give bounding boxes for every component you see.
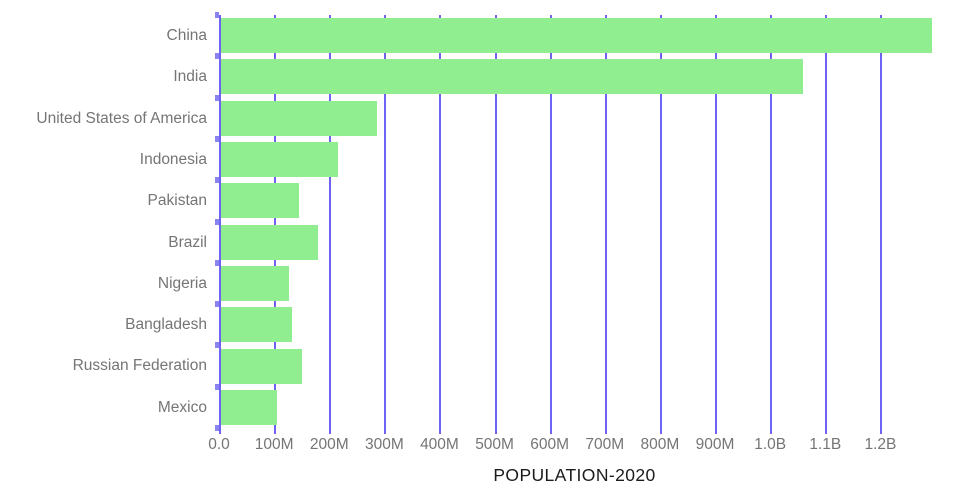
bar-bangladesh (221, 307, 293, 343)
chart-title: POPULATION-2020 (493, 465, 656, 485)
bar-pakistan (221, 183, 300, 219)
y-tick-mark (215, 94, 219, 101)
gridline (329, 15, 332, 434)
gridline (604, 15, 607, 434)
y-axis-category-labels: China India United States of America Indone… (0, 15, 212, 428)
category-label-bangladesh: Bangladesh (125, 316, 207, 334)
y-tick-mark (215, 383, 219, 390)
gridline (715, 15, 718, 434)
category-label-nigeria: Nigeria (157, 274, 207, 292)
bar-nigeria (221, 265, 289, 301)
bar-india (221, 59, 804, 95)
gridline (659, 15, 662, 434)
x-tick-label: 1.1B (809, 436, 842, 453)
x-tick-label: 500M (475, 436, 514, 453)
category-label-china: China (166, 27, 208, 44)
x-tick-label: 700M (585, 436, 625, 453)
bar-indonesia (221, 142, 338, 178)
category-label-mexico: Mexico (157, 398, 207, 416)
y-tick-mark (215, 425, 219, 431)
gridline (439, 15, 442, 434)
y-tick-mark (215, 342, 219, 349)
x-tick-label: 600M (530, 436, 570, 453)
y-tick-mark (215, 135, 219, 142)
x-tick-label: 0.0 (208, 436, 230, 453)
category-label-indonesia: Indonesia (139, 150, 207, 168)
bar-brazil (221, 224, 318, 260)
x-tick-label: 1.0B (754, 436, 787, 453)
category-label-brazil: Brazil (168, 233, 207, 251)
gridline (274, 15, 277, 434)
category-label-russian-federation: Russian Federation (72, 357, 207, 375)
bar-china (221, 18, 932, 54)
x-tick-label: 400M (420, 436, 459, 453)
x-axis-tick-labels: 0.0 100M 200M 300M 400M 500M 600M 700M 800M 900M 1… (208, 436, 930, 456)
y-tick-mark (215, 259, 219, 266)
x-tick-label: 1.2B (864, 436, 897, 453)
gridline (770, 15, 773, 434)
y-axis-line (219, 15, 221, 434)
category-label-pakistan: Pakistan (147, 192, 207, 210)
x-tick-label: 100M (254, 436, 294, 453)
y-tick-mark (215, 12, 219, 18)
gridline (549, 15, 552, 434)
category-label-united-states-of-america: United States of America (36, 109, 207, 127)
x-tick-label: 800M (640, 436, 680, 453)
bar-russian-federation (221, 348, 303, 384)
gridline (384, 15, 387, 434)
category-label-india: India (173, 68, 207, 86)
y-tick-mark (215, 177, 219, 184)
gridline (825, 15, 828, 434)
y-tick-mark (215, 301, 219, 308)
bar-mexico (221, 389, 278, 425)
x-tick-label: 200M (309, 436, 349, 453)
y-tick-mark (215, 53, 219, 60)
bar-united-states-of-america (221, 100, 377, 136)
x-tick-label: 900M (695, 436, 735, 453)
gridline (494, 15, 497, 434)
y-tick-mark (215, 218, 219, 225)
plot-area (215, 12, 932, 434)
x-tick-label: 300M (364, 436, 404, 453)
gridline (880, 15, 883, 434)
